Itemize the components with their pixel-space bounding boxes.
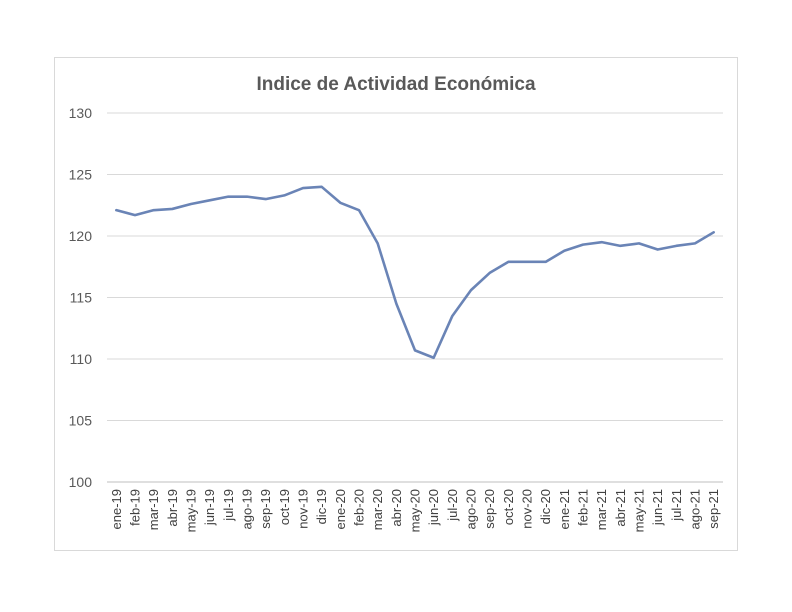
x-tick-label: abr-21: [613, 489, 628, 527]
x-tick-label: nov-20: [520, 489, 535, 529]
x-tick-label: jun-20: [426, 489, 441, 526]
x-tick-label: sep-20: [482, 489, 497, 529]
series-line: [115, 185, 715, 360]
x-tick-label: mar-20: [370, 489, 385, 530]
x-tick-label: feb-19: [128, 489, 143, 526]
chart-area: Indice de Actividad Económica 100 105 110 1…: [54, 57, 738, 551]
x-tick-label: ago-21: [688, 489, 703, 529]
x-tick-label: dic-19: [314, 489, 329, 524]
series-layer: [115, 185, 715, 360]
y-tick-label: 120: [69, 228, 93, 244]
y-tick-label: 105: [69, 413, 93, 429]
x-tick-label: jul-21: [669, 489, 684, 522]
x-tick-label: ene-20: [333, 489, 348, 529]
x-tick-label: abr-20: [389, 489, 404, 527]
chart-title: Indice de Actividad Económica: [256, 74, 536, 95]
x-tick-label: jun-21: [650, 489, 665, 526]
x-tick-label: may-21: [632, 489, 647, 532]
x-tick-label: abr-19: [165, 489, 180, 527]
x-tick-label: dic-20: [538, 489, 553, 524]
y-tick-label: 100: [69, 474, 93, 490]
x-tick-label: jul-20: [445, 489, 460, 522]
y-tick-label: 130: [69, 105, 93, 121]
x-tick-label: oct-19: [277, 489, 292, 525]
x-tick-label: ago-20: [464, 489, 479, 529]
x-tick-label: sep-19: [258, 489, 273, 529]
x-tick-label: may-19: [184, 489, 199, 532]
x-tick-label: sep-21: [706, 489, 721, 529]
y-tick-label: 125: [69, 167, 93, 183]
y-tick-label: 115: [70, 290, 93, 306]
x-tick-label: mar-19: [146, 489, 161, 530]
x-tick-label: mar-21: [594, 489, 609, 530]
x-axis-ticks: ene-19 feb-19 mar-19 abr-19 may-19 jun-19 jul-…: [109, 489, 721, 532]
y-axis-ticks: 100 105 110 115 120 125 130: [69, 105, 93, 490]
gridlines: [107, 112, 723, 421]
x-tick-label: feb-21: [576, 489, 591, 526]
x-tick-label: jul-19: [221, 489, 236, 522]
x-tick-label: may-20: [408, 489, 423, 532]
line-chart: Indice de Actividad Económica 1001051101…: [69, 74, 723, 532]
x-tick-label: oct-20: [501, 489, 516, 525]
x-tick-label: ago-19: [240, 489, 255, 529]
y-tick-label: 110: [70, 351, 93, 367]
x-tick-label: jun-19: [202, 489, 217, 526]
x-tick-label: ene-19: [109, 489, 124, 529]
x-tick-label: feb-20: [352, 489, 367, 526]
x-tick-label: nov-19: [296, 489, 311, 529]
x-tick-label: ene-21: [557, 489, 572, 529]
